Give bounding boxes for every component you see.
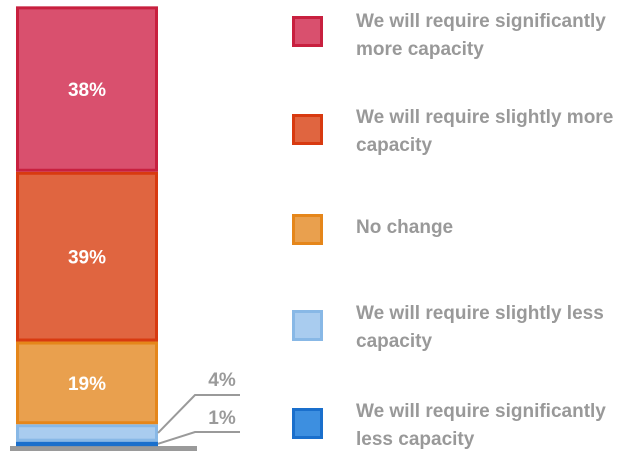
legend-swatch-significantly-less: [292, 408, 323, 439]
callout-line-slightly-less: [157, 394, 240, 434]
callout-label-significantly-less: 1%: [208, 408, 236, 429]
bar-segment-significantly-more: [16, 6, 158, 172]
legend-label-significantly-less: We will require significantly less capac…: [356, 401, 606, 450]
bar-label-no-change: 19%: [68, 374, 106, 395]
legend-label-significantly-more: We will require significantly more capac…: [356, 11, 606, 60]
legend-item-significantly-less: We will require significantly less capac…: [292, 398, 642, 458]
chart-baseline: [10, 446, 197, 451]
legend-label-slightly-less: We will require slightly less capacity: [356, 303, 604, 352]
legend-swatch-no-change: [292, 214, 323, 245]
bar-segment-no-change: [16, 341, 158, 425]
legend-label-slightly-more: We will require slightly more capacity: [356, 107, 614, 156]
bar-segment-slightly-more: [16, 171, 158, 342]
legend-swatch-slightly-less: [292, 310, 323, 341]
bar-segment-significantly-less: [16, 441, 158, 447]
legend-swatch-significantly-more: [292, 16, 323, 47]
legend-swatch-slightly-more: [292, 114, 323, 145]
legend-label-no-change: No change: [356, 217, 454, 238]
callout-line-significantly-less: [157, 431, 240, 445]
legend-item-significantly-more: We will require significantly more capac…: [292, 8, 642, 68]
callout-label-slightly-less: 4%: [208, 370, 236, 391]
bar-label-slightly-more: 39%: [68, 248, 106, 269]
bar-label-significantly-more: 38%: [68, 80, 106, 101]
legend-item-no-change: No change: [292, 214, 642, 274]
bar-segment-slightly-less: [16, 424, 158, 442]
legend-item-slightly-less: We will require slightly less capacity: [292, 300, 642, 360]
legend-item-slightly-more: We will require slightly more capacity: [292, 104, 642, 164]
